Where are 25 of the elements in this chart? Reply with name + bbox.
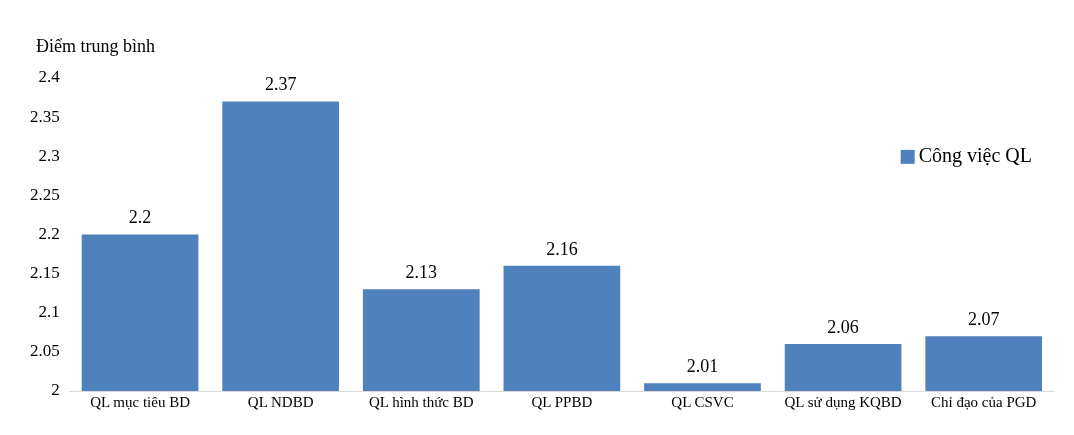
x-tick-label: QL sử dụng KQBD xyxy=(784,393,902,410)
x-tick-label: QL hình thức BD xyxy=(368,393,474,410)
data-label: 2.37 xyxy=(264,74,297,95)
y-tick-label: 2.25 xyxy=(30,184,60,204)
data-label: 2.2 xyxy=(128,207,152,228)
y-tick-label: 2.2 xyxy=(38,223,60,243)
data-label: 2.01 xyxy=(686,355,719,376)
data-label: 2.16 xyxy=(546,238,578,259)
y-tick-label: 2 xyxy=(51,380,60,400)
data-label: 2.13 xyxy=(405,262,438,283)
y-axis-title: Điểm trung bình xyxy=(36,36,155,56)
y-tick-label: 2.05 xyxy=(30,341,60,361)
x-tick-label: QL PPBD xyxy=(531,393,593,410)
x-tick-label: QL NDBD xyxy=(247,393,314,410)
y-tick-label: 2.35 xyxy=(30,106,60,126)
x-tick-label: QL mục tiêu BD xyxy=(90,393,191,410)
y-tick-label: 2.15 xyxy=(30,263,60,283)
data-label: 2.07 xyxy=(967,308,1000,329)
x-tick-label: Chỉ đạo của PGD xyxy=(930,393,1037,410)
legend-label: Công việc QL xyxy=(918,144,1032,168)
y-tick-label: 2.4 xyxy=(38,67,61,87)
y-tick-label: 2.3 xyxy=(38,145,60,165)
x-tick-label: QL CSVC xyxy=(671,393,734,410)
y-tick-label: 2.1 xyxy=(38,302,60,322)
data-label: 2.06 xyxy=(827,316,859,337)
